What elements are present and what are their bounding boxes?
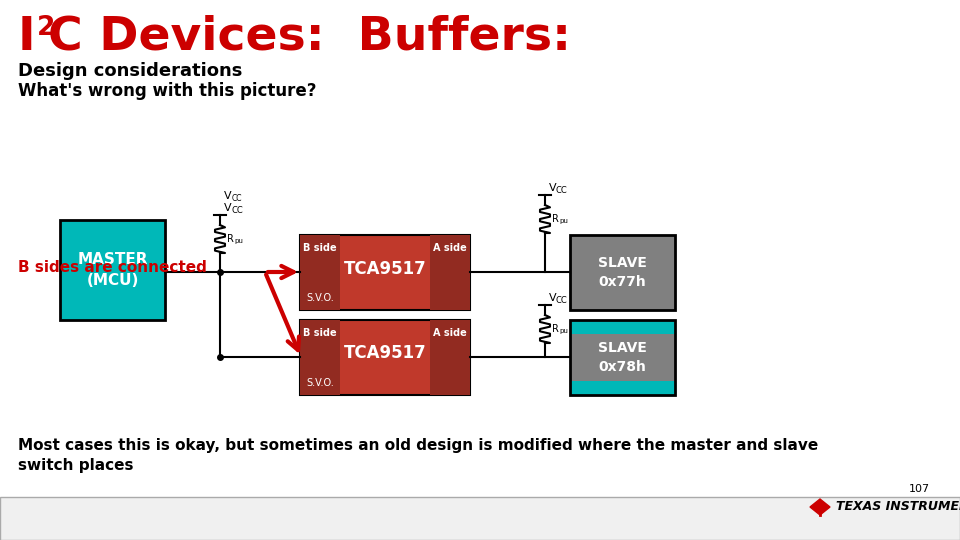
Text: Design considerations: Design considerations [18, 62, 242, 80]
Text: A side: A side [433, 243, 467, 253]
FancyBboxPatch shape [300, 320, 340, 395]
Text: Most cases this is okay, but sometimes an old design is modified where the maste: Most cases this is okay, but sometimes a… [18, 438, 818, 453]
Text: S.V.O.: S.V.O. [306, 378, 334, 388]
Text: CC: CC [231, 206, 243, 215]
Text: CC: CC [232, 194, 243, 203]
FancyBboxPatch shape [430, 235, 470, 310]
Text: V: V [549, 183, 557, 193]
Text: TCA9517: TCA9517 [344, 345, 426, 362]
Text: What's wrong with this picture?: What's wrong with this picture? [18, 82, 317, 100]
Text: MASTER
(MCU): MASTER (MCU) [77, 252, 148, 288]
Text: pu: pu [559, 218, 568, 224]
Text: B side: B side [303, 243, 337, 253]
FancyBboxPatch shape [430, 320, 470, 395]
Text: switch places: switch places [18, 458, 133, 473]
Text: I: I [18, 15, 36, 60]
FancyBboxPatch shape [570, 320, 675, 395]
Text: TEXAS INSTRUMENTS: TEXAS INSTRUMENTS [836, 501, 960, 514]
Text: B side: B side [303, 328, 337, 338]
FancyBboxPatch shape [570, 235, 675, 310]
FancyBboxPatch shape [300, 235, 340, 310]
Text: SLAVE
0x77h: SLAVE 0x77h [598, 256, 647, 289]
Text: B sides are connected: B sides are connected [18, 260, 206, 275]
Polygon shape [810, 499, 830, 515]
Text: R: R [552, 214, 559, 224]
Text: S.V.O.: S.V.O. [306, 293, 334, 303]
FancyBboxPatch shape [60, 220, 165, 320]
Text: pu: pu [559, 328, 568, 334]
FancyBboxPatch shape [300, 320, 470, 395]
Text: pu: pu [234, 238, 243, 244]
Text: C Devices:  Buffers:: C Devices: Buffers: [48, 15, 571, 60]
Text: 2: 2 [37, 15, 56, 41]
Text: V: V [224, 203, 231, 213]
FancyBboxPatch shape [0, 497, 960, 540]
Text: CC: CC [556, 186, 567, 195]
Text: R: R [552, 324, 559, 334]
Text: V: V [224, 191, 231, 201]
Text: R: R [227, 234, 234, 244]
Text: A side: A side [433, 328, 467, 338]
FancyBboxPatch shape [300, 235, 470, 310]
Text: 107: 107 [909, 484, 930, 494]
Text: CC: CC [556, 296, 567, 305]
Text: TCA9517: TCA9517 [344, 260, 426, 278]
FancyBboxPatch shape [570, 381, 675, 395]
FancyBboxPatch shape [570, 320, 675, 334]
Text: V: V [549, 293, 557, 303]
Text: SLAVE
0x78h: SLAVE 0x78h [598, 341, 647, 374]
